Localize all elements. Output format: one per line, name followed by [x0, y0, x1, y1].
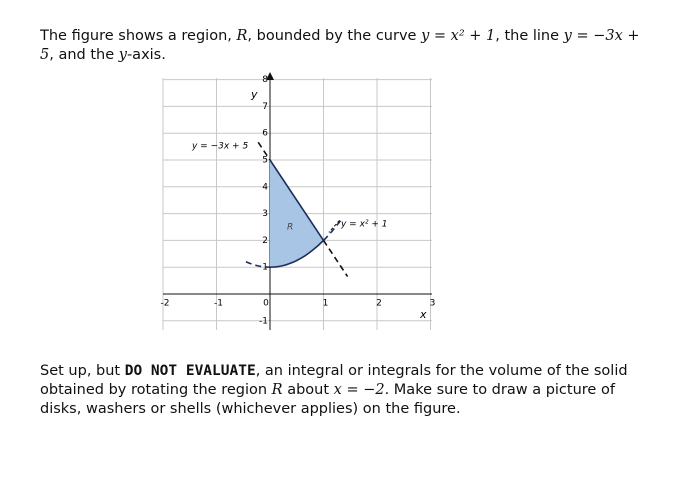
y-tick-label: 5	[262, 156, 268, 166]
x-tick-label: 2	[376, 299, 382, 309]
parabola	[269, 239, 325, 268]
y-tick-label: 2	[262, 236, 268, 246]
math: y	[118, 47, 127, 63]
y-tick-label: 8	[262, 75, 268, 85]
text: Set up, but	[40, 363, 125, 379]
question: Set up, but DO NOT EVALUATE, an integral…	[40, 362, 640, 419]
region-label: R	[287, 223, 293, 233]
line-dashed	[322, 239, 349, 278]
y-axis-label: y	[250, 88, 258, 101]
intro: The figure shows a region, R, bounded by…	[40, 27, 640, 65]
y-tick-label: 6	[262, 129, 268, 139]
text: . Make sure to draw a picture of disks, …	[40, 382, 615, 417]
curve-label: y = x² + 1	[340, 220, 388, 230]
y-tick-label: 7	[262, 102, 268, 112]
x-tick-label: 0	[263, 299, 269, 309]
parabola	[322, 217, 343, 241]
text: , the line	[495, 28, 564, 44]
x-tick-label: 3	[430, 299, 436, 309]
line-dashed	[257, 141, 271, 161]
text: , bounded by the curve	[247, 28, 422, 44]
y-tick-label: 4	[262, 182, 268, 192]
text: , and the	[49, 47, 119, 63]
x-axis-label: x	[419, 308, 427, 321]
text: -axis.	[126, 47, 166, 63]
y-tick-label: -1	[259, 316, 268, 326]
y-tick-label: 3	[262, 209, 268, 219]
x-tick-label: 1	[323, 299, 329, 309]
emphasis: DO NOT EVALUATE	[124, 363, 256, 379]
line-label: y = −3x + 5	[191, 142, 248, 152]
math: y = x² + 1	[421, 28, 496, 44]
text: The figure shows a region,	[40, 28, 237, 44]
math: y = −3x + 5	[40, 28, 640, 63]
math: x = −2	[333, 382, 385, 398]
parabola	[245, 261, 271, 268]
line-solid	[269, 159, 325, 241]
x-tick-label: -2	[161, 299, 170, 309]
pointer	[328, 219, 340, 233]
math: R	[236, 28, 248, 44]
x-tick-label: -1	[214, 299, 223, 309]
text: about	[282, 382, 334, 398]
math: R	[271, 382, 283, 398]
region	[270, 160, 324, 268]
text: , an integral or integrals for the volum…	[40, 363, 628, 398]
